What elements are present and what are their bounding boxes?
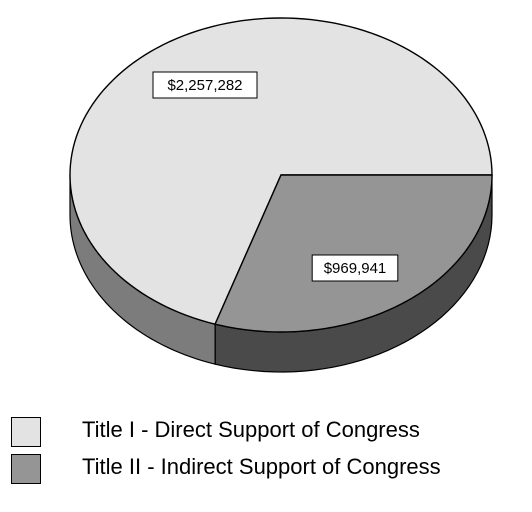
data-label-box-2	[311, 254, 399, 282]
data-label-2: $969,941	[324, 260, 387, 277]
legend-label-title-i: Title I - Direct Support of Congress	[82, 417, 420, 442]
legend-item-title-ii: Title II - Indirect Support of Congress	[0, 452, 532, 488]
legend-swatch-title-i	[11, 417, 41, 447]
data-labels: $2,257,282 $969,941	[152, 71, 399, 282]
pie-chart: $2,257,282 $969,941	[69, 17, 493, 373]
legend-swatch-title-ii	[11, 454, 41, 484]
legend-label-title-ii: Title II - Indirect Support of Congress	[82, 454, 441, 479]
legend-item-title-i: Title I - Direct Support of Congress	[0, 415, 532, 451]
pie-slices	[69, 17, 493, 333]
data-label-1: $2,257,282	[167, 77, 242, 94]
data-label-box-1	[152, 71, 258, 99]
pie-slice-2	[214, 174, 493, 333]
legend: Title I - Direct Support of Congress Tit…	[0, 400, 532, 512]
